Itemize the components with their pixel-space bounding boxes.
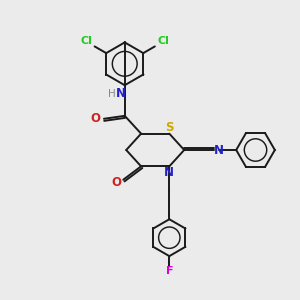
Text: N: N <box>214 143 224 157</box>
Text: O: O <box>112 176 122 189</box>
Text: F: F <box>166 266 173 276</box>
Text: O: O <box>91 112 100 125</box>
Text: Cl: Cl <box>80 36 92 46</box>
Text: N: N <box>164 166 174 179</box>
Text: S: S <box>165 121 174 134</box>
Text: Cl: Cl <box>157 36 169 46</box>
Text: H: H <box>108 88 116 98</box>
Text: N: N <box>116 87 126 100</box>
